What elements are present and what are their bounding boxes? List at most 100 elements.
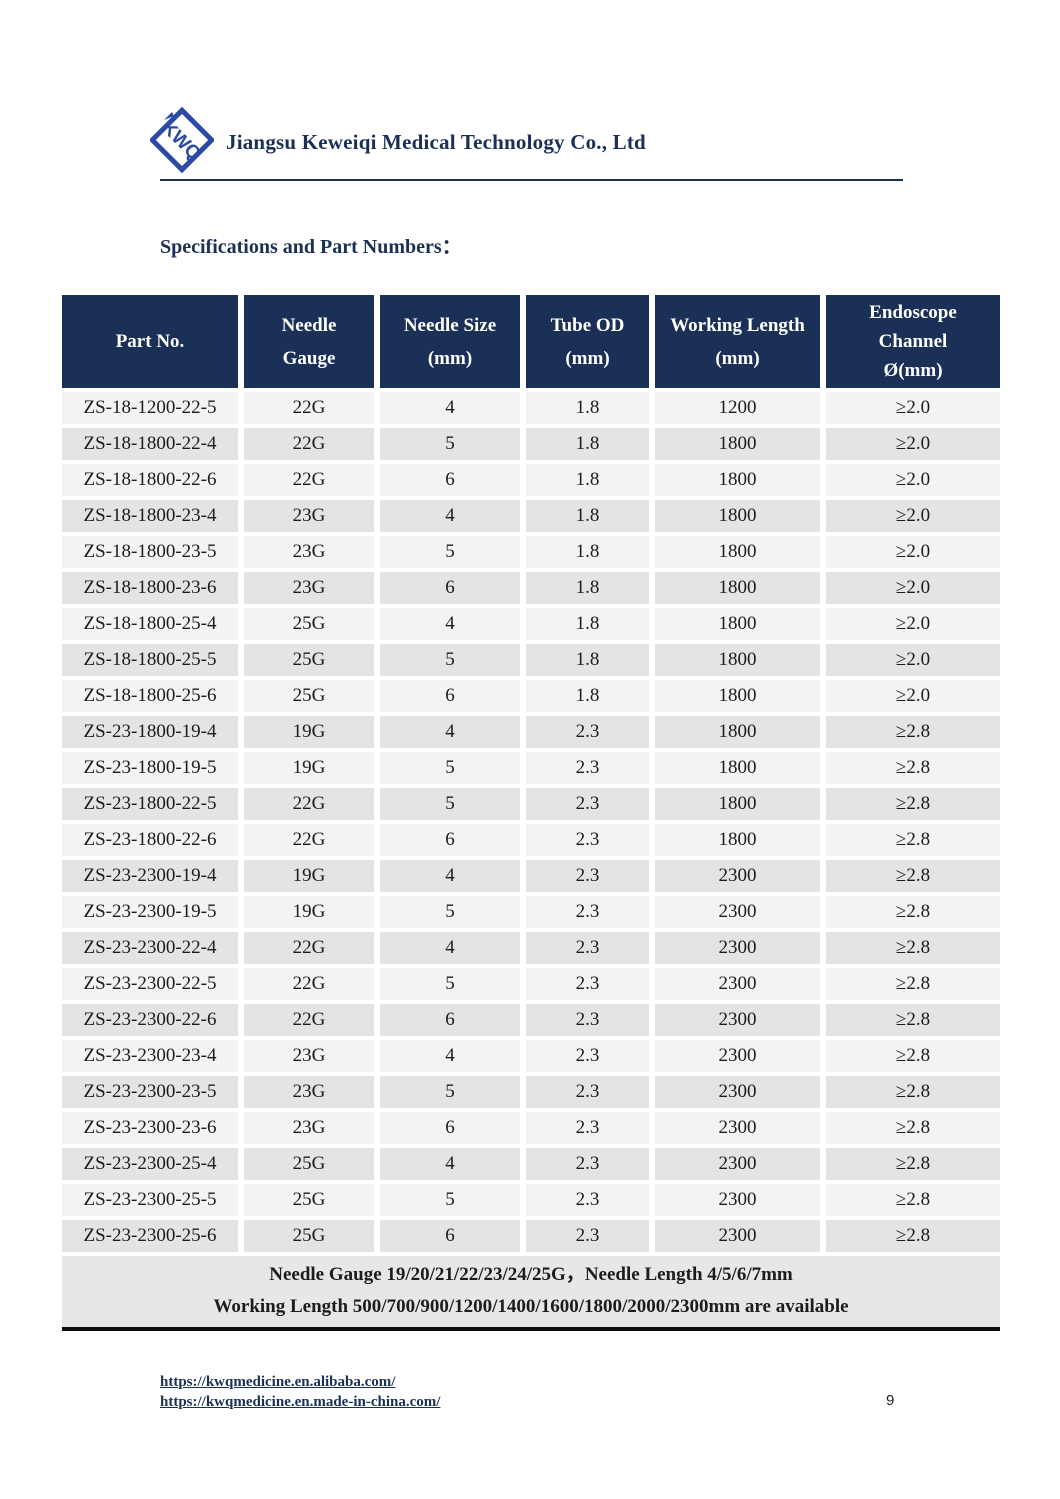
table-cell: 1800: [655, 752, 820, 784]
table-cell: ZS-18-1800-23-4: [62, 500, 238, 532]
column-header-needle-gauge: Needle Gauge: [244, 295, 374, 388]
column-header-line: Ø(mm): [883, 360, 943, 381]
table-cell: ZS-23-2300-23-4: [62, 1040, 238, 1072]
footnote-line-2: Working Length 500/700/900/1200/1400/160…: [213, 1296, 849, 1317]
table-cell: ZS-23-2300-22-4: [62, 932, 238, 964]
table-cell: 1800: [655, 788, 820, 820]
table-cell: 2.3: [526, 752, 649, 784]
table-cell: ZS-23-2300-22-5: [62, 968, 238, 1000]
column-header-endoscope-channel: Endoscope Channel Ø(mm): [826, 295, 1000, 388]
table-cell: ≥2.8: [826, 896, 1000, 928]
table-cell: 25G: [244, 608, 374, 640]
table-cell: 6: [380, 572, 520, 604]
table-cell: 25G: [244, 1220, 374, 1252]
table-cell: 23G: [244, 500, 374, 532]
table-cell: ZS-23-2300-22-6: [62, 1004, 238, 1036]
table-cell: ≥2.0: [826, 572, 1000, 604]
table-cell: 6: [380, 680, 520, 712]
table-cell: 4: [380, 500, 520, 532]
table-cell: 23G: [244, 1112, 374, 1144]
column-header-line: (mm): [427, 347, 473, 369]
table-cell: 2.3: [526, 896, 649, 928]
footer-link-made-in-china[interactable]: https://kwqmedicine.en.made-in-china.com…: [160, 1394, 441, 1410]
table-cell: ≥2.8: [826, 788, 1000, 820]
table-cell: 2300: [655, 1040, 820, 1072]
column-header-part-no: Part No.: [62, 295, 238, 388]
table-cell: ≥2.8: [826, 1148, 1000, 1180]
table-cell: 2.3: [526, 932, 649, 964]
table-cell: 22G: [244, 788, 374, 820]
footer-links: https://kwqmedicine.en.alibaba.com/ http…: [160, 1372, 440, 1412]
table-cell: 1800: [655, 536, 820, 568]
table-cell: ZS-18-1800-25-5: [62, 644, 238, 676]
table-cell: 2.3: [526, 788, 649, 820]
table-cell: ZS-23-2300-25-6: [62, 1220, 238, 1252]
table-cell: 1800: [655, 428, 820, 460]
table-cell: ZS-23-2300-19-5: [62, 896, 238, 928]
table-cell: 6: [380, 1112, 520, 1144]
footnote-line-1: Needle Gauge 19/20/21/22/23/24/25G，Needl…: [269, 1264, 793, 1285]
table-cell: ≥2.8: [826, 752, 1000, 784]
table-cell: 1.8: [526, 500, 649, 532]
table-cell: 2300: [655, 1076, 820, 1108]
table-cell: ≥2.0: [826, 428, 1000, 460]
table-cell: 2300: [655, 1112, 820, 1144]
table-cell: 2300: [655, 932, 820, 964]
table-cell: ≥2.8: [826, 860, 1000, 892]
table-cell: 19G: [244, 752, 374, 784]
column-header-line: Part No.: [115, 331, 185, 352]
table-cell: ≥2.0: [826, 680, 1000, 712]
table-cell: 6: [380, 1220, 520, 1252]
column-header-line: Endoscope: [869, 302, 957, 323]
table-cell: ZS-23-1800-19-4: [62, 716, 238, 748]
section-title: Specifications and Part Numbers：: [160, 236, 462, 258]
table-cell: 1.8: [526, 608, 649, 640]
table-cell: 1.8: [526, 644, 649, 676]
table-cell: 1.8: [526, 392, 649, 424]
table-cell: 1800: [655, 824, 820, 856]
table-cell: ZS-23-2300-19-4: [62, 860, 238, 892]
table-cell: 4: [380, 1148, 520, 1180]
column-header-line: Tube OD: [550, 314, 625, 336]
table-cell: 22G: [244, 968, 374, 1000]
table-cell: ZS-18-1800-22-6: [62, 464, 238, 496]
table-cell: 2.3: [526, 968, 649, 1000]
table-cell: ≥2.0: [826, 644, 1000, 676]
table-cell: 1800: [655, 680, 820, 712]
table-cell: 5: [380, 752, 520, 784]
table-cell: 4: [380, 392, 520, 424]
table-cell: ≥2.8: [826, 1220, 1000, 1252]
table-cell: 25G: [244, 644, 374, 676]
table-cell: 23G: [244, 1076, 374, 1108]
table-cell: 6: [380, 464, 520, 496]
spec-table: Part No. Needle Gauge Needle Size (mm) Tube O…: [62, 295, 1000, 1331]
table-cell: 5: [380, 1076, 520, 1108]
table-cell: 1800: [655, 572, 820, 604]
header-divider: [160, 179, 903, 181]
table-cell: 1800: [655, 500, 820, 532]
footer-link-alibaba[interactable]: https://kwqmedicine.en.alibaba.com/: [160, 1374, 396, 1390]
table-footnote: Needle Gauge 19/20/21/22/23/24/25G，Needl…: [62, 1256, 1000, 1331]
column-header-tube-od: Tube OD (mm): [526, 295, 649, 388]
table-cell: 1.8: [526, 572, 649, 604]
table-cell: 4: [380, 932, 520, 964]
table-cell: 25G: [244, 1148, 374, 1180]
column-header-line: Working Length: [670, 314, 805, 336]
table-cell: ZS-23-1800-22-6: [62, 824, 238, 856]
table-cell: 22G: [244, 824, 374, 856]
table-cell: ≥2.0: [826, 500, 1000, 532]
table-cell: ≥2.8: [826, 716, 1000, 748]
table-cell: 1200: [655, 392, 820, 424]
table-cell: 2300: [655, 896, 820, 928]
column-header-line: (mm): [565, 347, 610, 369]
table-cell: 2.3: [526, 1040, 649, 1072]
table-cell: ZS-23-2300-23-5: [62, 1076, 238, 1108]
table-cell: 22G: [244, 428, 374, 460]
table-cell: 2.3: [526, 1004, 649, 1036]
table-cell: ZS-18-1200-22-5: [62, 392, 238, 424]
table-cell: ZS-23-2300-25-4: [62, 1148, 238, 1180]
table-cell: ZS-18-1800-25-6: [62, 680, 238, 712]
table-cell: ≥2.8: [826, 824, 1000, 856]
table-cell: 1800: [655, 464, 820, 496]
